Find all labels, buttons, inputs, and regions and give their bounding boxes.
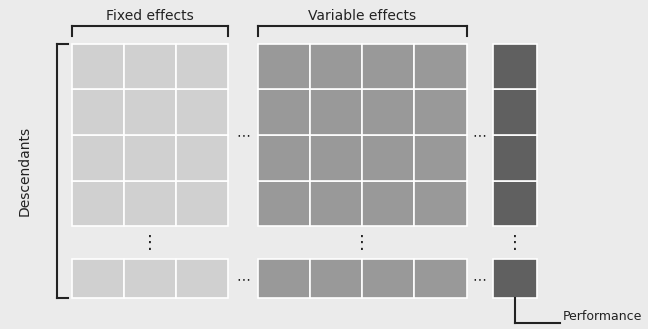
Bar xyxy=(362,89,414,135)
Bar xyxy=(258,89,310,135)
Bar xyxy=(414,135,467,181)
Bar xyxy=(492,181,537,226)
Text: ⋮: ⋮ xyxy=(505,234,524,252)
Text: ⋯: ⋯ xyxy=(472,272,487,286)
Text: ⋯: ⋯ xyxy=(236,128,249,142)
Bar xyxy=(362,44,414,89)
Bar xyxy=(492,259,537,298)
Bar xyxy=(362,181,414,226)
Bar xyxy=(362,135,414,181)
Bar xyxy=(124,135,176,181)
Text: ⋮: ⋮ xyxy=(353,234,371,252)
Bar xyxy=(176,135,228,181)
Text: ⋯: ⋯ xyxy=(472,128,487,142)
Text: Variable effects: Variable effects xyxy=(308,9,416,23)
Text: ⋮: ⋮ xyxy=(141,234,159,252)
Text: Fixed effects: Fixed effects xyxy=(106,9,194,23)
Bar xyxy=(176,44,228,89)
Bar xyxy=(72,44,124,89)
Bar xyxy=(176,89,228,135)
Bar xyxy=(72,135,124,181)
Bar xyxy=(310,44,362,89)
Bar xyxy=(492,135,537,181)
Bar xyxy=(124,44,176,89)
Bar xyxy=(176,181,228,226)
Bar xyxy=(258,259,310,298)
Bar xyxy=(414,89,467,135)
Text: Performance: Performance xyxy=(563,310,643,323)
Bar xyxy=(72,89,124,135)
Bar xyxy=(310,259,362,298)
Bar xyxy=(124,89,176,135)
Bar xyxy=(72,181,124,226)
Text: Descendants: Descendants xyxy=(18,126,32,216)
Bar xyxy=(362,259,414,298)
Text: ⋯: ⋯ xyxy=(236,272,249,286)
Bar xyxy=(124,259,176,298)
Bar xyxy=(310,89,362,135)
Bar xyxy=(124,181,176,226)
Bar xyxy=(492,44,537,89)
Bar xyxy=(310,181,362,226)
Bar xyxy=(72,259,124,298)
Bar xyxy=(258,135,310,181)
Bar xyxy=(310,135,362,181)
Bar xyxy=(414,259,467,298)
Bar xyxy=(414,44,467,89)
Bar xyxy=(176,259,228,298)
Bar xyxy=(414,181,467,226)
Bar xyxy=(492,89,537,135)
Bar xyxy=(258,44,310,89)
Bar xyxy=(258,181,310,226)
